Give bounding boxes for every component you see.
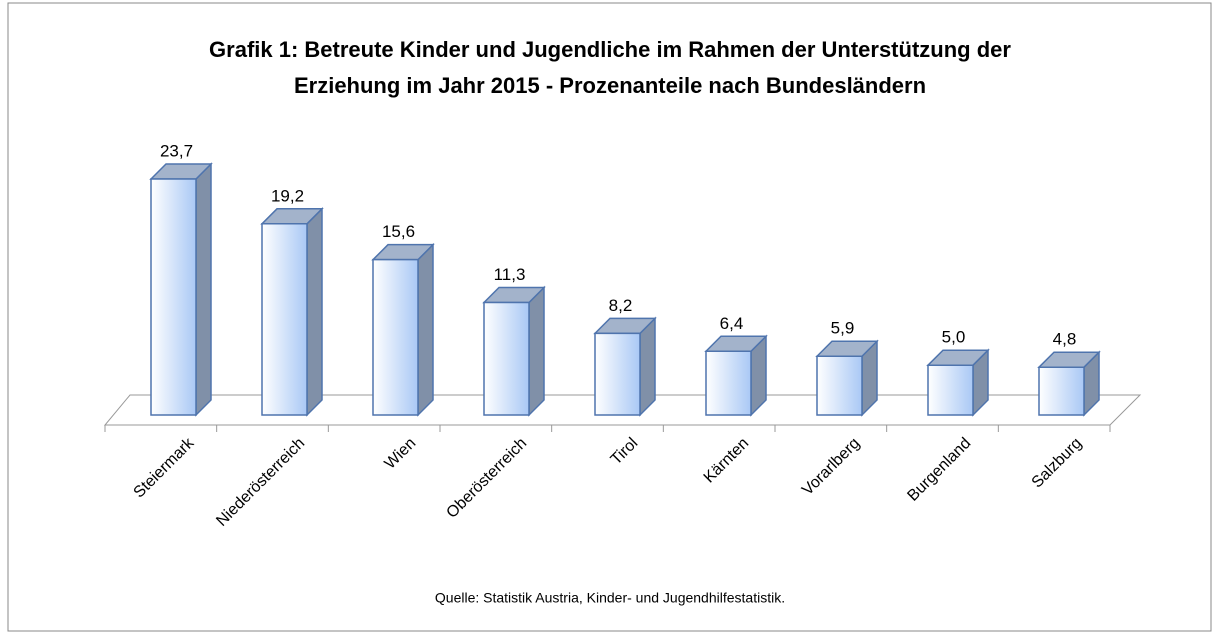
value-label: 8,2 xyxy=(609,296,633,315)
value-label: 4,8 xyxy=(1053,330,1077,349)
bar-front xyxy=(816,355,863,416)
bar-side xyxy=(417,242,434,417)
bar xyxy=(815,339,879,417)
value-label: 6,4 xyxy=(720,314,744,333)
bar-side xyxy=(306,206,323,417)
bar-side xyxy=(528,285,545,417)
value-label: 19,2 xyxy=(271,186,304,205)
bar xyxy=(371,242,435,417)
bar-front xyxy=(483,301,530,416)
value-label: 23,7 xyxy=(160,141,193,160)
source: Quelle: Statistik Austria, Kinder- und J… xyxy=(435,590,785,606)
bar xyxy=(1037,350,1101,417)
value-label: 15,6 xyxy=(382,222,415,241)
bar-front xyxy=(594,332,641,416)
value-label: 5,0 xyxy=(942,328,966,347)
bar-front xyxy=(705,350,752,416)
bar xyxy=(704,334,768,417)
bar xyxy=(593,316,657,417)
bar-front xyxy=(1038,366,1085,416)
bar-side xyxy=(195,162,212,417)
chart-title: Grafik 1: Betreute Kinder und Jugendlich… xyxy=(209,37,1011,62)
bar xyxy=(926,348,990,417)
value-label: 11,3 xyxy=(494,265,526,284)
bar xyxy=(149,162,213,417)
bar xyxy=(260,206,324,417)
bar-front xyxy=(927,364,974,416)
chart-title: Erziehung im Jahr 2015 - Prozenanteile n… xyxy=(294,73,926,98)
bar-front xyxy=(372,258,419,416)
bar-side xyxy=(639,316,656,417)
bar xyxy=(482,285,546,417)
bar-front xyxy=(150,178,197,416)
bar-front xyxy=(261,223,308,416)
value-label: 5,9 xyxy=(831,319,855,338)
